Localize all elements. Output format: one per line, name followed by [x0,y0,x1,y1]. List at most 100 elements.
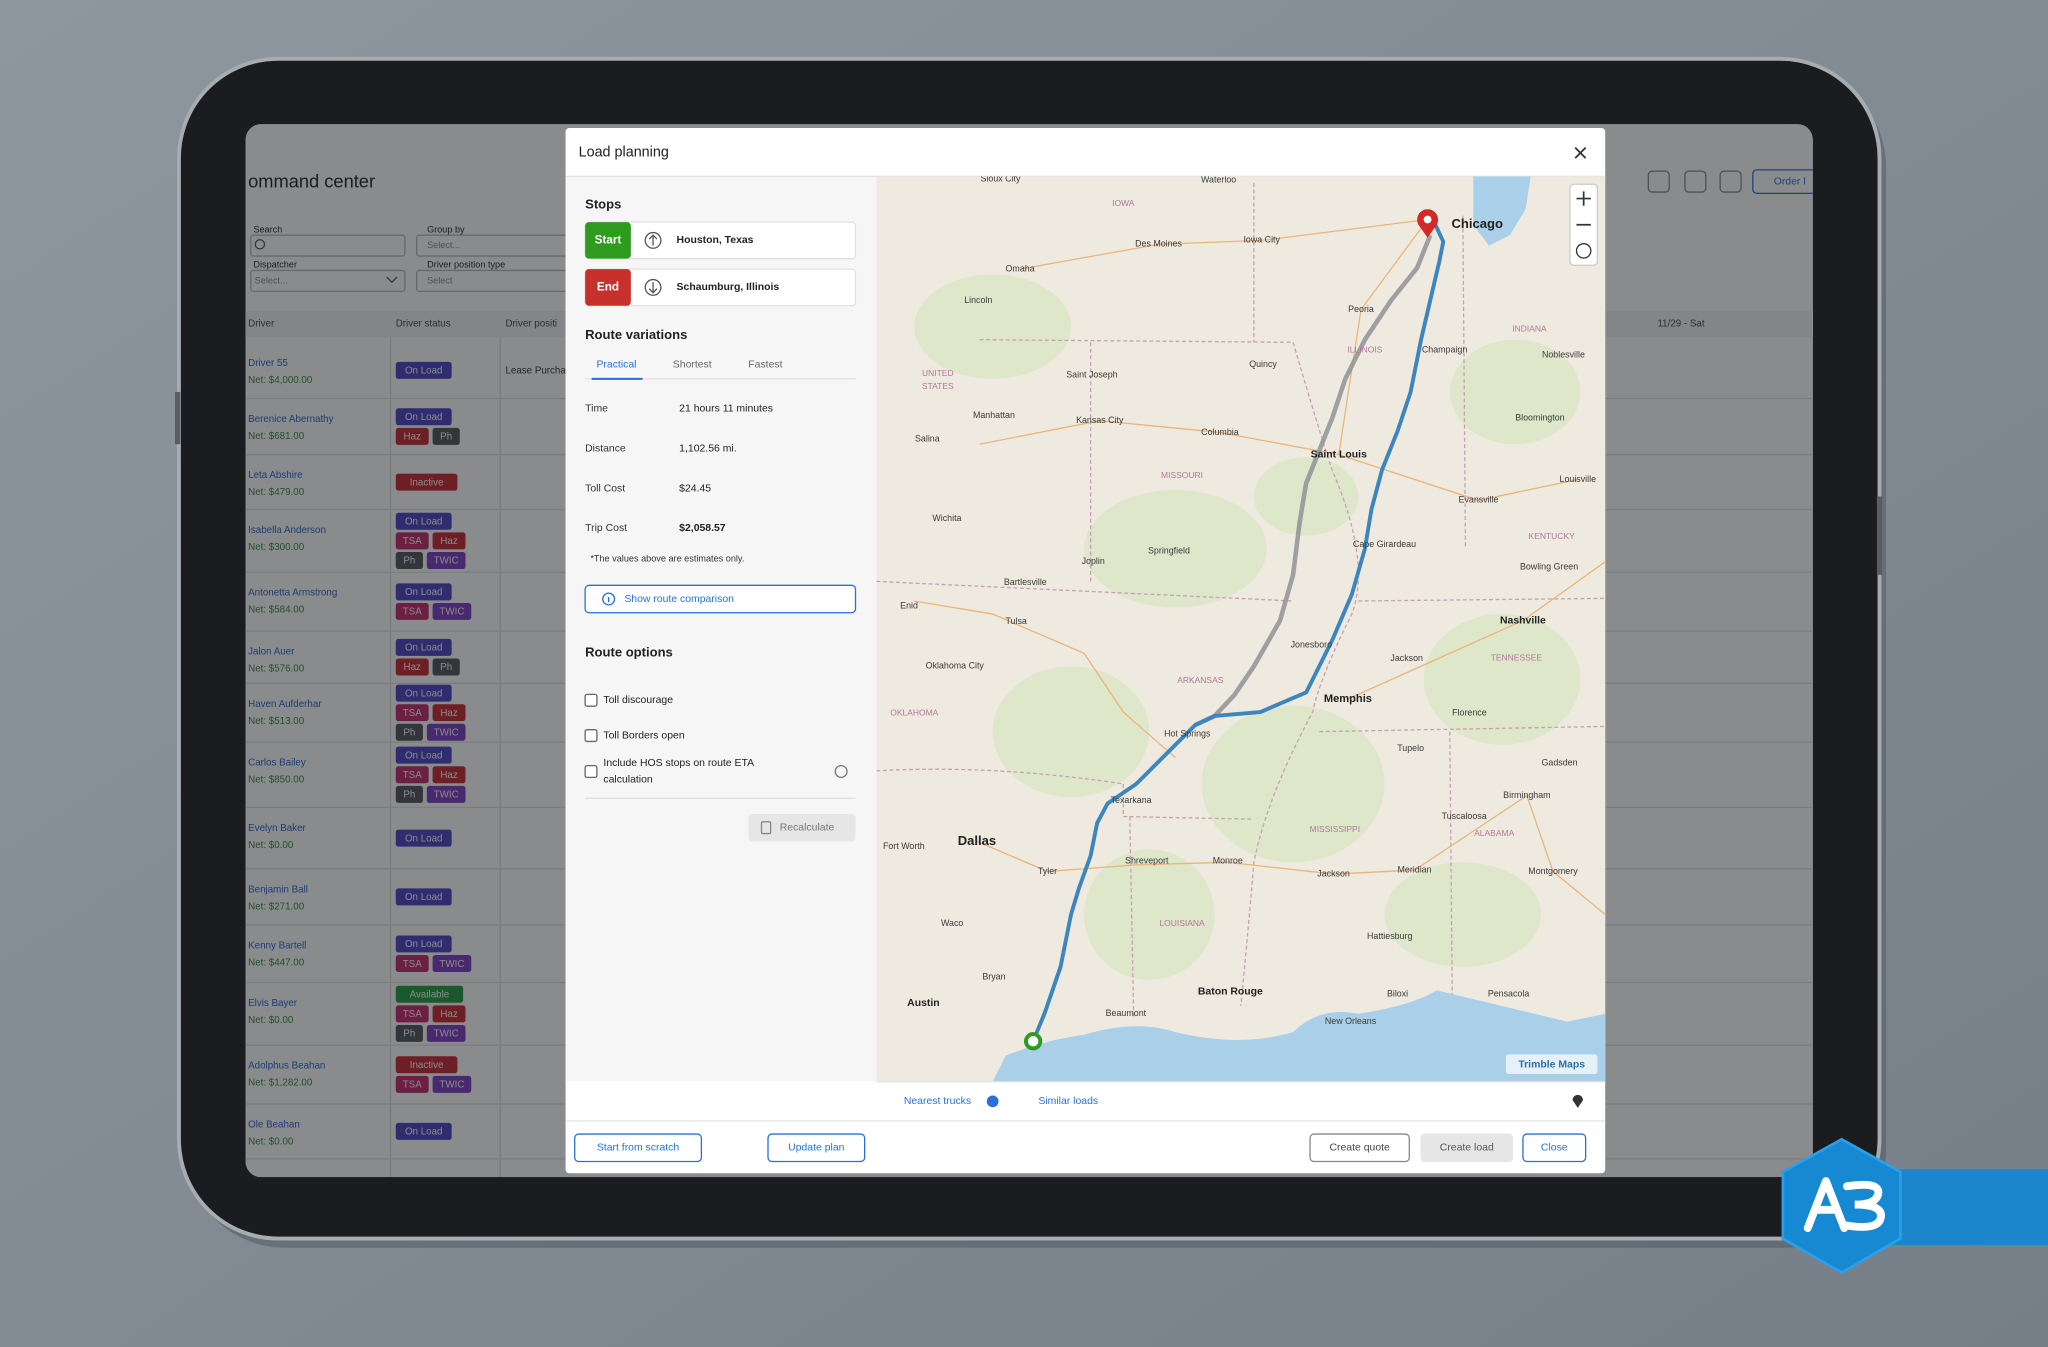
city-label: Waco [941,918,963,928]
map-road [1019,243,1159,270]
footer-button[interactable] [1309,1133,1410,1163]
footer-button[interactable] [574,1133,703,1163]
stop-tag-label: End [597,281,619,294]
load-planning-modal: Load planning Stops Start Houston, Texas End… [565,128,1606,1174]
footer-button-label[interactable]: Update plan [788,1143,844,1154]
option-label: calculation [603,774,653,785]
stop-icon [644,231,662,249]
state-border [1129,816,1135,1020]
city-label: Hot Springs [1164,729,1211,739]
map-road [979,420,1578,502]
detail-label: Toll Cost [585,483,625,494]
state-border [876,768,1124,785]
region-label: LOUISIANA [1159,918,1205,928]
city-label: Tyler [1038,866,1057,876]
city-label: Sioux City [981,173,1022,183]
region-label: TENNESSEE [1491,653,1543,663]
recalculate-button[interactable] [748,813,856,842]
recalculate-label[interactable]: Recalculate [780,822,835,833]
gulf-of-mexico [992,990,1606,1082]
region-label: ILLINOIS [1347,344,1382,354]
checkbox[interactable] [584,764,598,779]
map-attribution: Trimble Maps [1518,1060,1585,1071]
city-label: Birmingham [1503,790,1550,800]
checkbox[interactable] [584,729,598,743]
state-border [979,339,1294,343]
option-label: Include HOS stops on route ETA [603,758,754,769]
city-label: Dallas [958,833,996,848]
region-label: OKLAHOMA [890,708,938,718]
footer-button[interactable] [1420,1133,1514,1163]
estimate-note: *The values above are estimates only. [590,554,744,564]
city-label: Tupelo [1397,743,1424,753]
checkbox[interactable] [584,693,598,707]
map-forest [1084,489,1267,608]
stop-place: Schaumburg, Illinois [677,282,780,293]
map-road [1158,218,1428,245]
city-label: Noblesville [1542,350,1585,360]
stop-icon-arrow [648,234,658,246]
footer-button-label[interactable]: Create quote [1329,1143,1390,1154]
modal-title: Load planning [579,145,669,161]
footer-button-label[interactable]: Close [1541,1143,1568,1154]
city-label: Iowa City [1243,235,1280,245]
city-label: Fort Worth [883,841,925,851]
footer-button-label[interactable]: Start from scratch [597,1143,680,1154]
city-label: Oklahoma City [926,661,985,671]
city-label: Bowling Green [1520,561,1578,571]
compass-icon[interactable] [1575,243,1592,259]
detail-label: Distance [585,444,626,455]
city-label: Saint Joseph [1066,369,1117,379]
city-label: Waterloo [1201,175,1236,185]
footer-button[interactable] [1522,1133,1587,1163]
map-forest [992,666,1150,797]
city-label: Bloomington [1515,412,1564,422]
section-heading: Route variations [585,327,687,342]
detail-value: $2,058.57 [679,523,726,534]
footer-button[interactable] [767,1133,866,1163]
region-label: KENTUCKY [1529,531,1576,541]
logo-hexagon [1781,1137,1902,1275]
state-border [1358,597,1606,602]
region-label: ALABAMA [1474,828,1514,838]
route-variation-tab[interactable]: Practical [596,359,636,370]
map-forest [914,274,1072,379]
route-variation-tab[interactable]: Shortest [673,359,712,370]
city-label: Pensacola [1488,989,1530,999]
map: Chicago Des Moines Omaha Lincoln Iowa City Wa… [876,173,1606,1082]
route-variation-tab[interactable]: Fastest [748,359,782,370]
map-tab[interactable]: Similar loads [1038,1096,1098,1107]
end-pin-hole [1423,215,1432,224]
region-label: MISSOURI [1161,470,1203,480]
city-label: Evansville [1459,495,1499,505]
city-label: Columbia [1201,427,1239,437]
option-label: Toll discourage [603,695,673,706]
compare-button[interactable] [584,584,857,614]
city-label: Nashville [1500,615,1546,626]
lake-michigan [1473,176,1531,246]
logo-glyph [1842,1180,1885,1231]
footer-button-label[interactable]: Create load [1440,1143,1494,1154]
compare-button-label[interactable]: Show route comparison [624,594,734,605]
map-forest [1084,849,1215,980]
detail-value: 21 hours 11 minutes [679,404,773,415]
city-label: Springfield [1148,546,1190,556]
city-label: Kansas City [1076,415,1124,425]
map-tab[interactable]: Nearest trucks [904,1096,971,1107]
stop-tag [585,222,631,259]
city-label: Wichita [932,513,961,523]
alternate-route [1194,234,1433,728]
city-label: Joplin [1082,556,1105,566]
city-label: Meridian [1398,864,1432,874]
city-label: Omaha [1006,263,1035,273]
state-border [1449,731,1454,1013]
close-icon[interactable] [1574,146,1587,159]
logo-glyph [1803,1177,1849,1233]
city-label: Florence [1452,708,1487,718]
zoom-in-icon[interactable] [1576,191,1591,206]
region-label: IOWA [1112,198,1135,208]
info-icon [834,764,848,779]
map-forest [1423,614,1581,745]
